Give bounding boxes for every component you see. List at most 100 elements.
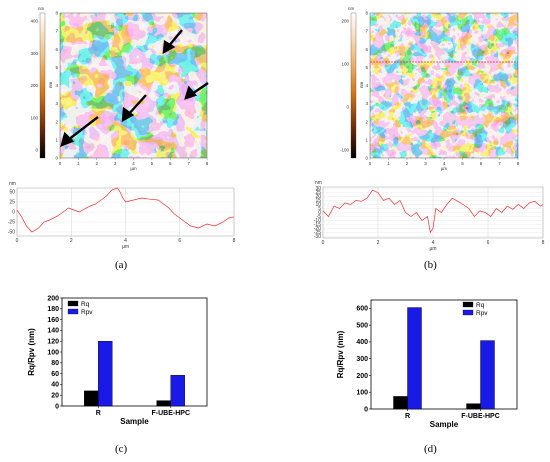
x-tick-label: 2	[95, 161, 98, 166]
x-tick-label: 7	[498, 161, 501, 166]
y-axis-label: nm	[9, 181, 16, 187]
colorbar-tick-label: -100	[340, 148, 350, 153]
y-axis-label: Rq/Rpv (nm)	[27, 328, 36, 376]
bar-rpv	[98, 341, 113, 407]
colorbar-tick-label: 0	[35, 148, 38, 153]
x-axis-unit: µm	[441, 166, 448, 171]
bar-rpv	[407, 307, 422, 410]
y-axis-label: Rq/Rpv (nm)	[336, 330, 345, 378]
y-tick-label: 7	[55, 29, 58, 34]
x-tick-label: 4	[124, 238, 127, 244]
y-tick-label: 160	[47, 317, 59, 324]
colorbar-tick-label: 100	[341, 62, 349, 67]
y-tick-label: 10	[315, 202, 321, 208]
y-tick-label: 50	[9, 190, 15, 196]
y-tick-label: 400	[356, 339, 368, 346]
x-tick-label: 7	[187, 161, 190, 166]
x-tick-label: R	[96, 410, 101, 417]
x-tick-label: 3	[114, 161, 117, 166]
x-tick-label: 8	[517, 161, 520, 166]
y-tick-label: -10	[314, 218, 321, 224]
y-tick-label: 30	[315, 186, 321, 192]
x-tick-label: 6	[178, 238, 181, 244]
y-tick-label: 8	[55, 11, 58, 16]
y-tick-label: 100	[356, 390, 368, 397]
x-tick-label: 2	[406, 161, 409, 166]
legend-swatch	[462, 309, 474, 316]
plot-area	[370, 299, 518, 410]
afm-panel-b: nm 200 100 0 -100 nm 0 1 2 3 4 5 6 7 8 µm 8 7 6 5 4 3 2 1 0	[340, 6, 520, 171]
x-tick-label: 0	[16, 238, 19, 244]
y-tick-label: 25	[9, 200, 15, 206]
x-tick-label: 6	[169, 161, 172, 166]
colorbar-tick-label: 200	[30, 83, 38, 88]
y-tick-label: 300	[356, 356, 368, 363]
x-tick-label: F-UBE-HPC	[152, 410, 191, 417]
y-tick-label: 180	[47, 306, 59, 313]
x-axis-unit: µm	[130, 166, 137, 171]
x-tick-label: 1	[77, 161, 80, 166]
x-axis-label: µm	[122, 244, 129, 250]
legend-label: Rq	[81, 301, 90, 308]
x-tick-label: 5	[461, 161, 464, 166]
x-tick-label: 6	[480, 161, 483, 166]
y-tick-label: -20	[314, 226, 321, 232]
bar-rq	[466, 403, 481, 410]
colorbar-tick-label: 0	[346, 105, 349, 110]
x-axis-label: µm	[429, 246, 436, 252]
colorbar-a: nm 400 300 200 100 0 nm	[30, 6, 53, 159]
y-tick-label: 15	[315, 198, 321, 204]
colorbar-tick-label: 200	[341, 19, 349, 24]
bar-chart-c: 0 20 40 60 80 100 120 140 160 180 200 R F-UBE-HPCSam…	[27, 295, 208, 426]
y-tick-label: 4	[365, 83, 368, 88]
x-tick-label: 3	[424, 161, 427, 166]
colorbar-unit: nm	[348, 6, 355, 11]
y-tick-label: 3	[55, 101, 58, 106]
x-tick-label: 2	[70, 238, 73, 244]
x-tick-label: 0	[59, 161, 62, 166]
x-tick-label: 8	[206, 161, 209, 166]
profile-series-line	[16, 187, 235, 233]
colorbar-unit: nm	[38, 6, 45, 11]
bar-rpv	[480, 340, 495, 410]
panel-label-b: (b)	[424, 259, 437, 271]
x-tick-label: 8	[542, 240, 545, 246]
y-tick-label: 8	[365, 11, 368, 16]
legend-label: Rq	[476, 302, 485, 309]
y-tick-label: -25	[8, 220, 15, 226]
panel-label-a: (a)	[115, 259, 128, 271]
y-tick-label: 2	[365, 119, 368, 124]
y-tick-label: 120	[47, 339, 59, 346]
y-tick-label: 60	[51, 371, 59, 378]
y-tick-label: -50	[8, 230, 15, 236]
colorbar-b: nm 200 100 0 -100 nm	[340, 6, 364, 159]
y-tick-label: 80	[51, 360, 59, 367]
colorbar-axis-label: nm	[359, 81, 364, 88]
y-tick-label: 0	[365, 156, 368, 161]
bar-rq	[84, 390, 99, 407]
y-tick-label: 6	[365, 47, 368, 52]
y-tick-label: 2	[55, 119, 58, 124]
legend-swatch	[67, 300, 79, 307]
afm-panel-a: nm 400 300 200 100 0 nm 0 1 2 3 4 5 6 7 8 µm 8 7 6 5 4 3 2 1 0	[30, 6, 208, 171]
afm-image-b	[370, 13, 518, 158]
y-tick-label: 25	[315, 190, 321, 196]
x-tick-label: 6	[487, 240, 490, 246]
x-tick-label: 4	[443, 161, 446, 166]
y-tick-label: 0	[12, 210, 15, 216]
y-tick-label: 1	[365, 137, 368, 142]
x-tick-label: F-UBE-HPC	[461, 413, 500, 420]
bar-rq	[393, 396, 408, 410]
y-tick-label: 20	[315, 194, 321, 200]
y-tick-label: 20	[51, 393, 59, 400]
x-tick-label: 4	[132, 161, 135, 166]
y-tick-label: 6	[55, 47, 58, 52]
x-axis-label: Sample	[120, 417, 149, 426]
y-tick-label: 5	[365, 65, 368, 70]
afm-image-a	[60, 13, 207, 158]
y-tick-label: -30	[314, 234, 321, 240]
line-profile-a: 0 2 4 6 8 50 25 0 -25 -50 nm µm	[8, 181, 236, 250]
